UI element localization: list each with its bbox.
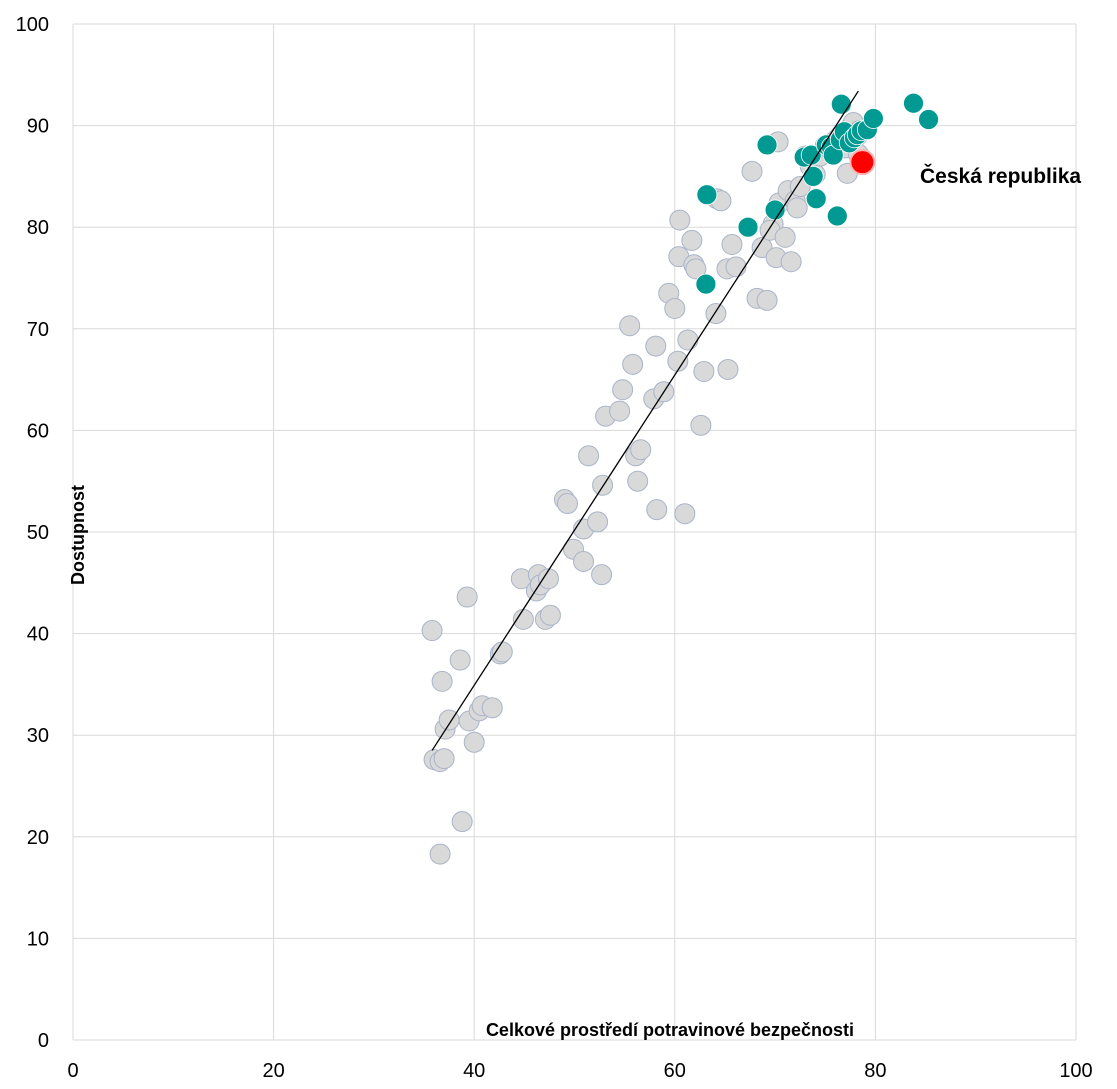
country-point: [705, 303, 727, 325]
country-point: [756, 289, 778, 311]
country-point: [741, 160, 763, 182]
x-tick-label: 20: [262, 1060, 284, 1082]
country-point: [725, 256, 747, 278]
y-tick-label: 40: [27, 624, 49, 646]
y-tick-label: 60: [27, 420, 49, 442]
country-point: [431, 670, 453, 692]
highlighted-country-point: [737, 216, 759, 238]
country-point: [669, 209, 691, 231]
x-tick-label: 40: [463, 1060, 485, 1082]
country-point: [717, 358, 739, 380]
highlighted-country-point: [918, 109, 939, 130]
y-tick-label: 0: [38, 1030, 49, 1052]
country-point: [645, 335, 667, 357]
country-point: [537, 568, 559, 590]
country-point: [786, 197, 808, 219]
highlighted-country-point: [756, 134, 778, 156]
country-point: [429, 843, 451, 865]
country-point: [693, 360, 715, 382]
country-point: [677, 329, 699, 351]
country-point: [622, 353, 644, 375]
country-point: [481, 697, 503, 719]
country-point: [774, 226, 796, 248]
country-point: [591, 564, 613, 586]
czech-republic-label: Česká republika: [920, 164, 1081, 188]
x-tick-label: 60: [664, 1060, 686, 1082]
y-tick-label: 80: [27, 217, 49, 239]
y-tick-label: 50: [27, 522, 49, 544]
highlighted-point-group: [849, 149, 876, 176]
x-tick-label: 0: [67, 1060, 78, 1082]
czech-republic-point: [849, 149, 876, 176]
country-point: [721, 233, 743, 255]
highlighted-country-point: [695, 273, 717, 295]
country-point: [780, 251, 802, 273]
country-point: [664, 297, 686, 319]
country-point: [627, 470, 649, 492]
y-tick-label: 10: [27, 928, 49, 950]
country-point: [681, 229, 703, 251]
y-tick-label: 70: [27, 319, 49, 341]
country-point: [685, 258, 707, 280]
country-point: [556, 493, 578, 515]
y-tick-label: 20: [27, 827, 49, 849]
country-point: [609, 400, 631, 422]
highlighted-country-point: [802, 165, 824, 187]
y-tick-label: 100: [16, 14, 49, 36]
highlighted-country-point: [830, 93, 852, 115]
trendline: [431, 90, 859, 751]
y-tick-label: 90: [27, 116, 49, 138]
country-point: [646, 499, 668, 521]
country-point: [451, 811, 473, 833]
y-axis-title: Dostupnost: [68, 485, 88, 585]
trendline-group: [431, 90, 859, 751]
x-axis-title: Celkové prostředí potravinové bezpečnost…: [486, 1020, 854, 1040]
highlighted-country-point: [903, 92, 924, 114]
country-point: [587, 511, 609, 533]
country-point: [573, 550, 595, 572]
country-point: [592, 474, 614, 496]
x-tick-label: 80: [864, 1060, 886, 1082]
country-point: [578, 445, 600, 467]
country-point: [619, 315, 641, 337]
country-point: [667, 350, 689, 372]
country-point: [612, 379, 634, 401]
x-tick-label: 100: [1059, 1060, 1092, 1082]
highlighted-country-point: [826, 205, 848, 227]
tick-labels: 0 10 20 30 40 50 60 70 80 90 100 0 20 40 60 80 100: [16, 14, 1093, 1082]
data-points: [421, 92, 939, 865]
country-point: [690, 414, 712, 436]
country-point: [463, 731, 485, 753]
highlighted-country-point: [805, 188, 827, 210]
highlighted-country-point: [696, 184, 718, 206]
country-point: [674, 503, 696, 525]
country-point: [630, 439, 652, 461]
highlighted-country-point: [862, 108, 884, 129]
country-point: [539, 604, 561, 626]
country-point: [421, 620, 443, 642]
country-point: [449, 649, 471, 671]
country-point: [456, 586, 478, 608]
y-tick-label: 30: [27, 725, 49, 747]
country-point: [433, 748, 455, 770]
